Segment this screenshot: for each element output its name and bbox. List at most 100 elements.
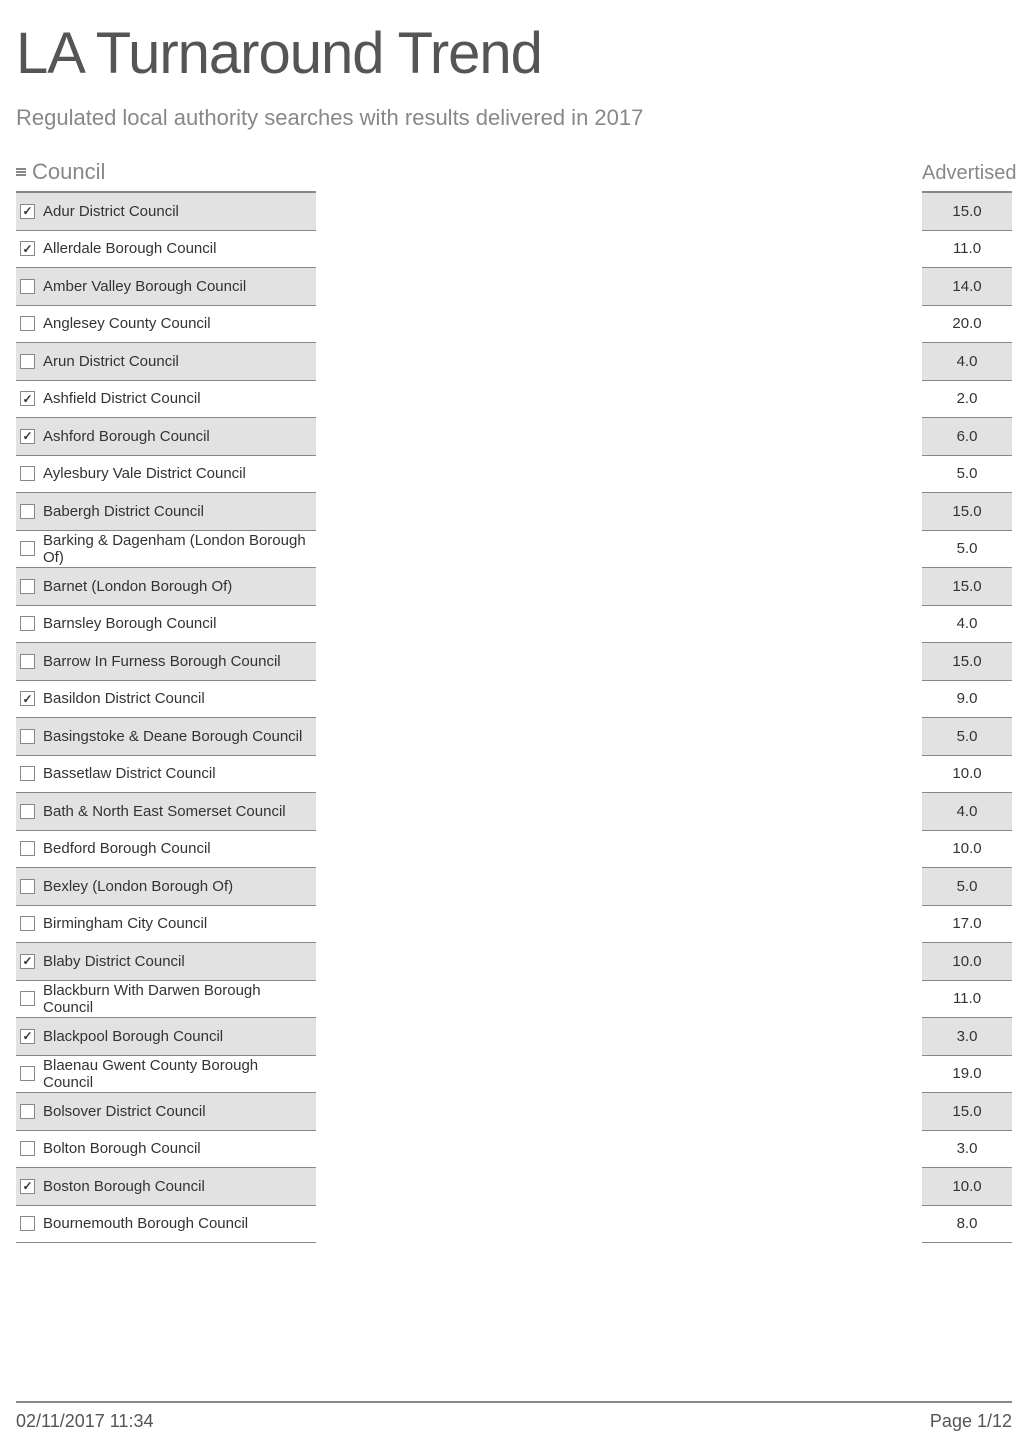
row-checkbox[interactable]: [20, 1066, 35, 1081]
advertised-value: 17.0: [922, 906, 1012, 944]
council-name: Basildon District Council: [43, 690, 205, 707]
council-cell: Ashfield District Council: [16, 381, 316, 419]
advertised-value: 2.0: [922, 381, 1012, 419]
table-row: Blaenau Gwent County Borough Council19.0: [16, 1056, 1012, 1094]
council-name: Bexley (London Borough Of): [43, 878, 233, 895]
council-name: Anglesey County Council: [43, 315, 211, 332]
row-checkbox[interactable]: [20, 916, 35, 931]
table-row: Ashfield District Council 2.0: [16, 381, 1012, 419]
table-row: Basildon District Council 9.0: [16, 681, 1012, 719]
row-checkbox[interactable]: [20, 1029, 35, 1044]
advertised-value: 10.0: [922, 943, 1012, 981]
row-checkbox[interactable]: [20, 429, 35, 444]
table-body: Adur District Council 15.0 Allerdale Borou…: [16, 193, 1012, 1385]
council-name: Blaby District Council: [43, 953, 185, 970]
council-name: Barnsley Borough Council: [43, 615, 216, 632]
page-subtitle: Regulated local authority searches with …: [16, 105, 1012, 131]
advertised-value: 10.0: [922, 1168, 1012, 1206]
row-checkbox[interactable]: [20, 279, 35, 294]
table-header: Council Advertised: [16, 159, 1012, 187]
advertised-value: 6.0: [922, 418, 1012, 456]
row-checkbox[interactable]: [20, 991, 35, 1006]
council-name: Barnet (London Borough Of): [43, 578, 232, 595]
council-cell: Bolsover District Council: [16, 1093, 316, 1131]
row-checkbox[interactable]: [20, 1179, 35, 1194]
table-row: Bolton Borough Council3.0: [16, 1131, 1012, 1169]
advertised-value: 5.0: [922, 868, 1012, 906]
row-checkbox[interactable]: [20, 766, 35, 781]
council-name: Barrow In Furness Borough Council: [43, 653, 281, 670]
row-checkbox[interactable]: [20, 691, 35, 706]
council-cell: Anglesey County Council: [16, 306, 316, 344]
table-row: Boston Borough Council 10.0: [16, 1168, 1012, 1206]
council-cell: Adur District Council: [16, 193, 316, 231]
council-name: Amber Valley Borough Council: [43, 278, 246, 295]
page-footer: 02/11/2017 11:34 Page 1/12: [16, 1401, 1012, 1432]
row-checkbox[interactable]: [20, 541, 35, 556]
row-checkbox[interactable]: [20, 729, 35, 744]
advertised-value: 14.0: [922, 268, 1012, 306]
council-cell: Boston Borough Council: [16, 1168, 316, 1206]
row-checkbox[interactable]: [20, 354, 35, 369]
row-checkbox[interactable]: [20, 804, 35, 819]
council-name: Bournemouth Borough Council: [43, 1215, 248, 1232]
council-cell: Blaenau Gwent County Borough Council: [16, 1056, 316, 1094]
row-checkbox[interactable]: [20, 954, 35, 969]
column-header-advertised[interactable]: Advertised: [922, 162, 1012, 185]
advertised-value: 15.0: [922, 493, 1012, 531]
advertised-value: 4.0: [922, 343, 1012, 381]
row-checkbox[interactable]: [20, 1104, 35, 1119]
row-checkbox[interactable]: [20, 204, 35, 219]
list-icon: [16, 168, 26, 176]
row-checkbox[interactable]: [20, 654, 35, 669]
row-checkbox[interactable]: [20, 1141, 35, 1156]
row-checkbox[interactable]: [20, 616, 35, 631]
advertised-value: 15.0: [922, 1093, 1012, 1131]
table-row: Barking & Dagenham (London Borough Of)5.…: [16, 531, 1012, 569]
advertised-value: 5.0: [922, 531, 1012, 569]
table-row: Babergh District Council15.0: [16, 493, 1012, 531]
row-checkbox[interactable]: [20, 1216, 35, 1231]
row-checkbox[interactable]: [20, 391, 35, 406]
table-row: Ashford Borough Council6.0: [16, 418, 1012, 456]
advertised-value: 9.0: [922, 681, 1012, 719]
council-name: Allerdale Borough Council: [43, 240, 216, 257]
page-title: LA Turnaround Trend: [16, 20, 1012, 87]
council-cell: Blackpool Borough Council: [16, 1018, 316, 1056]
council-name: Bath & North East Somerset Council: [43, 803, 286, 820]
table-row: Aylesbury Vale District Council 5.0: [16, 456, 1012, 494]
row-checkbox[interactable]: [20, 879, 35, 894]
row-checkbox[interactable]: [20, 579, 35, 594]
council-cell: Bexley (London Borough Of): [16, 868, 316, 906]
advertised-value: 15.0: [922, 643, 1012, 681]
council-cell: Bolton Borough Council: [16, 1131, 316, 1169]
table-row: Bassetlaw District Council10.0: [16, 756, 1012, 794]
council-cell: Amber Valley Borough Council: [16, 268, 316, 306]
table-row: Basingstoke & Deane Borough Council5.0: [16, 718, 1012, 756]
row-checkbox[interactable]: [20, 466, 35, 481]
table-row: Birmingham City Council17.0: [16, 906, 1012, 944]
row-checkbox[interactable]: [20, 316, 35, 331]
council-cell: Blaby District Council: [16, 943, 316, 981]
row-checkbox[interactable]: [20, 841, 35, 856]
table-row: Barrow In Furness Borough Council 15.0: [16, 643, 1012, 681]
council-name: Blaenau Gwent County Borough Council: [43, 1057, 312, 1091]
council-name: Bedford Borough Council: [43, 840, 211, 857]
table-row: Bournemouth Borough Council8.0: [16, 1206, 1012, 1244]
council-cell: Barrow In Furness Borough Council: [16, 643, 316, 681]
advertised-value: 5.0: [922, 456, 1012, 494]
advertised-value: 10.0: [922, 831, 1012, 869]
table-row: Amber Valley Borough Council 14.0: [16, 268, 1012, 306]
footer-timestamp: 02/11/2017 11:34: [16, 1411, 153, 1432]
council-cell: Bournemouth Borough Council: [16, 1206, 316, 1244]
row-checkbox[interactable]: [20, 241, 35, 256]
table-row: Anglesey County Council20.0: [16, 306, 1012, 344]
council-cell: Aylesbury Vale District Council: [16, 456, 316, 494]
table-row: Barnsley Borough Council4.0: [16, 606, 1012, 644]
row-checkbox[interactable]: [20, 504, 35, 519]
council-name: Basingstoke & Deane Borough Council: [43, 728, 302, 745]
council-name: Bassetlaw District Council: [43, 765, 216, 782]
council-cell: Barnsley Borough Council: [16, 606, 316, 644]
column-header-council[interactable]: Council: [16, 159, 105, 185]
council-cell: Bassetlaw District Council: [16, 756, 316, 794]
